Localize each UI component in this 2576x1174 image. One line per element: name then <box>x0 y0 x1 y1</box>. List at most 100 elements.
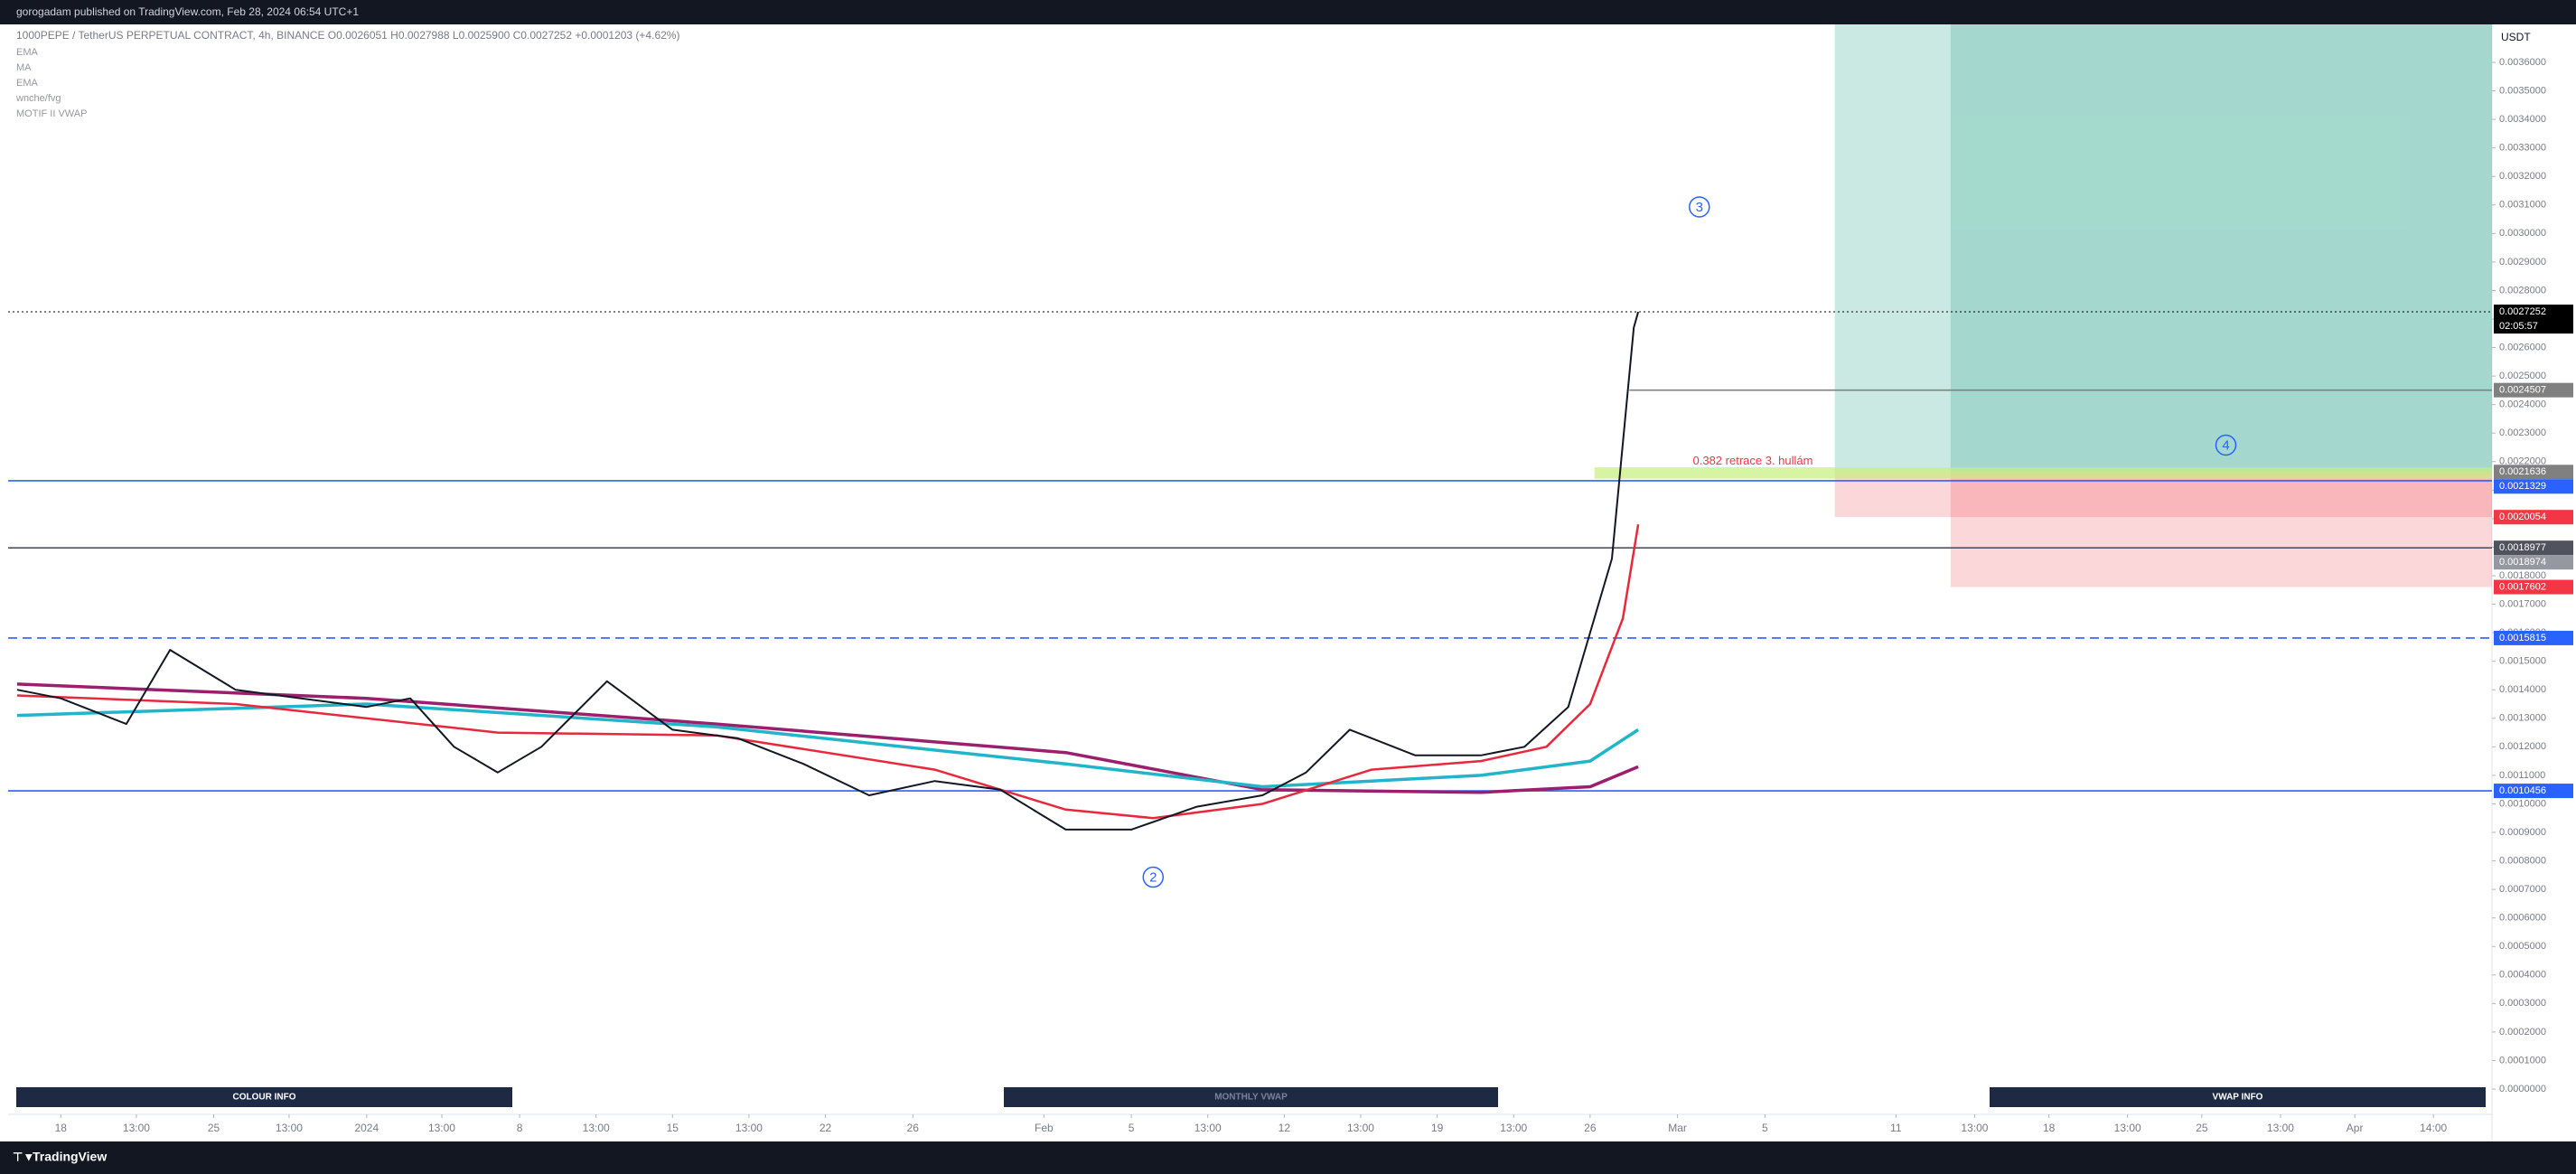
info-button[interactable] <box>1004 1087 1498 1107</box>
info-button-label: VWAP INFO <box>2213 1093 2263 1103</box>
x-tick-label: 19 <box>1431 1122 1444 1134</box>
indicator-name: wnche/fvg <box>15 93 61 104</box>
series-line <box>16 311 1640 831</box>
symbol-line: 1000PEPE / TetherUS PERPETUAL CONTRACT, … <box>16 29 679 42</box>
y-tick-label: 0.0010000 <box>2499 798 2546 809</box>
price-label-bg <box>2494 555 2573 570</box>
annotation: 0.382 retrace 3. hullám <box>1693 454 1813 467</box>
price-label: 0.0020054 <box>2499 512 2546 522</box>
info-button[interactable] <box>1990 1087 2486 1107</box>
y-tick-label: 0.0009000 <box>2499 827 2546 838</box>
indicator-name: MOTIF II VWAP <box>16 108 87 119</box>
position-target <box>1834 24 2492 473</box>
price-label-bg <box>2494 479 2573 494</box>
x-tick-label: 18 <box>55 1122 68 1134</box>
x-tick-label: 8 <box>517 1122 523 1134</box>
y-tick-label: 0.0005000 <box>2499 941 2546 952</box>
price-label: 0.0018974 <box>2499 557 2546 568</box>
x-tick-label: 13:00 <box>583 1122 610 1134</box>
y-tick-label: 0.0028000 <box>2499 285 2546 296</box>
x-tick-label: 11 <box>1890 1122 1902 1134</box>
y-tick-label: 0.0029000 <box>2499 257 2546 268</box>
price-label: 0.0018977 <box>2499 542 2546 553</box>
price-label: 0.0027252 <box>2499 306 2546 317</box>
info-button[interactable] <box>16 1087 512 1107</box>
price-label-bg <box>2494 510 2573 525</box>
series-line <box>16 682 1639 794</box>
currency: USDT <box>2501 31 2531 43</box>
series-line <box>16 702 1640 789</box>
x-tick-label: 14:00 <box>2420 1122 2447 1134</box>
retrace-band <box>1594 467 2492 479</box>
x-tick-label: 26 <box>907 1122 920 1134</box>
price-label-bg <box>2494 465 2573 480</box>
x-tick-label: 13:00 <box>2267 1122 2294 1134</box>
x-tick-label: Mar <box>1668 1122 1687 1134</box>
y-tick-label: 0.0030000 <box>2499 228 2546 239</box>
footer-brand: TradingView <box>33 1150 107 1164</box>
price-label: 0.0021636 <box>2499 466 2546 477</box>
x-tick-label: 13:00 <box>735 1122 763 1134</box>
indicator-name: MA <box>16 62 32 73</box>
y-tick-label: 0.0017000 <box>2499 598 2546 609</box>
y-tick-label: 0.0014000 <box>2499 684 2546 695</box>
wave-label: 4 <box>2222 437 2229 453</box>
info-button-label: MONTHLY VWAP <box>1214 1093 1288 1103</box>
x-tick-label: Feb <box>1035 1122 1054 1134</box>
y-tick-label: 0.0015000 <box>2499 656 2546 667</box>
price-label-bg <box>2494 579 2573 595</box>
y-tick-label: 0.0032000 <box>2499 171 2546 182</box>
wave-label: 2 <box>1149 870 1157 886</box>
x-tick-label: 13:00 <box>123 1122 150 1134</box>
footer-bar <box>0 1141 2576 1174</box>
x-tick-label: 5 <box>1762 1122 1768 1134</box>
y-tick-label: 0.0031000 <box>2499 200 2546 211</box>
x-tick-label: 13:00 <box>1194 1122 1222 1134</box>
x-tick-label: 26 <box>1584 1122 1597 1134</box>
wave-marker <box>1142 866 1165 888</box>
x-tick-label: 25 <box>208 1122 220 1134</box>
y-tick-label: 0.0022000 <box>2499 456 2546 467</box>
y-tick-label: 0.0001000 <box>2499 1055 2546 1066</box>
wave-marker <box>1689 196 1710 218</box>
y-tick-label: 0.0003000 <box>2499 998 2546 1009</box>
series-line <box>16 523 1640 820</box>
x-tick-label: 13:00 <box>1347 1122 1374 1134</box>
y-tick-label: 0.0008000 <box>2499 855 2546 866</box>
price-label-bg <box>2494 540 2573 556</box>
x-tick-label: 13:00 <box>1500 1122 1527 1134</box>
y-tick-label: 0.0000000 <box>2499 1084 2546 1094</box>
wave-label: 3 <box>1696 200 1703 215</box>
y-tick-label: 0.0004000 <box>2499 970 2546 981</box>
y-tick-label: 0.0013000 <box>2499 713 2546 724</box>
x-tick-label: 13:00 <box>428 1122 455 1134</box>
price-label: 0.0015815 <box>2499 633 2546 643</box>
position-stop <box>1950 472 2492 587</box>
x-tick-label: 18 <box>2043 1122 2056 1134</box>
top-bar <box>0 0 2576 24</box>
price-label: 0.0024507 <box>2499 385 2546 396</box>
wave-marker <box>2215 434 2237 456</box>
x-tick-label: 15 <box>667 1122 679 1134</box>
position-target <box>1950 24 2492 473</box>
x-tick-label: 2024 <box>354 1122 379 1134</box>
footer-logo: ⊤▼ <box>13 1150 34 1163</box>
y-tick-label: 0.0024000 <box>2499 399 2546 410</box>
price-label-bg <box>2494 305 2573 334</box>
x-tick-label: 12 <box>1279 1122 1291 1134</box>
price-label: 0.0017602 <box>2499 581 2546 592</box>
indicator-name: EMA <box>16 47 39 58</box>
price-label-bg <box>2494 630 2573 645</box>
x-tick-label: 25 <box>2196 1122 2208 1134</box>
x-tick-label: Apr <box>2347 1122 2364 1134</box>
y-tick-label: 0.0025000 <box>2499 371 2546 381</box>
y-tick-label: 0.0034000 <box>2499 114 2546 125</box>
y-tick-label: 0.0006000 <box>2499 913 2546 924</box>
info-button-label: COLOUR INFO <box>233 1093 296 1103</box>
y-tick-label: 0.0011000 <box>2499 770 2545 781</box>
y-tick-label: 0.0026000 <box>2499 342 2546 352</box>
price-label: 0.0010456 <box>2499 785 2546 796</box>
y-tick-label: 0.0033000 <box>2499 143 2546 154</box>
